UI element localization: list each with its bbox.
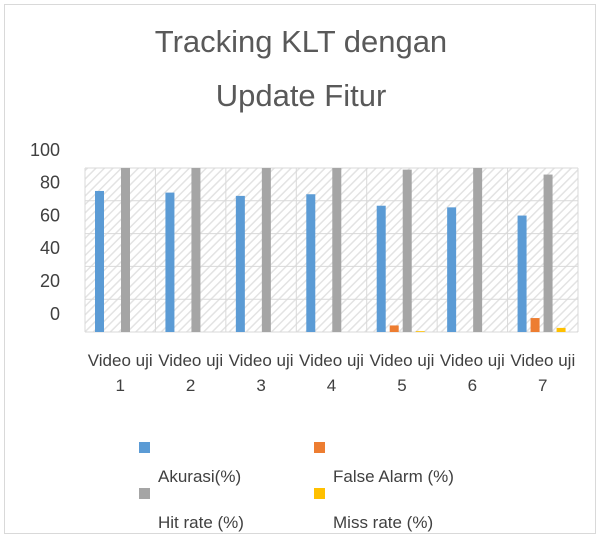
bar — [306, 194, 316, 332]
bar — [95, 190, 104, 332]
y-tick-label: 40 — [40, 238, 60, 258]
bar — [376, 205, 386, 332]
y-tick-label: 60 — [40, 205, 60, 225]
y-tick-label: 100 — [30, 140, 60, 160]
y-tick-label: 20 — [40, 271, 60, 291]
chart-title-line: Update Fitur — [216, 78, 387, 113]
bar — [261, 168, 271, 332]
bar — [556, 327, 566, 332]
bar — [165, 192, 175, 332]
x-tick-label: Video uji 3 — [228, 351, 294, 395]
legend-label: Miss rate (%) — [333, 513, 434, 532]
x-tick-label: Video uji 1 — [87, 351, 153, 395]
x-tick-label: Video uji 5 — [369, 351, 435, 395]
bar — [389, 325, 399, 332]
bar — [530, 318, 540, 332]
legend-swatch — [314, 488, 325, 499]
legend-swatch — [314, 442, 325, 453]
legend-swatch — [139, 442, 150, 453]
bar — [121, 168, 130, 332]
chart-title-line: Tracking KLT dengan — [155, 24, 447, 59]
y-tick-label: 80 — [40, 173, 60, 193]
legend-swatch — [139, 488, 150, 499]
legend-label: Hit rate (%) — [158, 513, 244, 532]
x-tick-label: Video uji 7 — [510, 351, 576, 395]
bar — [235, 195, 245, 332]
x-tick-label: Video uji 6 — [439, 351, 505, 395]
legend-label: Akurasi(%) — [158, 467, 242, 486]
bar — [473, 168, 483, 332]
x-tick-label: Video uji 4 — [299, 351, 364, 395]
plot-area — [85, 168, 578, 332]
bar — [447, 207, 457, 332]
x-tick-label: Video uji 2 — [158, 351, 224, 395]
legend-label: False Alarm (%) — [333, 467, 454, 486]
bar — [415, 331, 425, 332]
bar — [517, 215, 527, 332]
bar — [402, 169, 412, 332]
bar — [543, 174, 553, 332]
y-tick-label: 0 — [50, 304, 60, 324]
bar — [191, 168, 201, 332]
bar — [332, 168, 342, 332]
